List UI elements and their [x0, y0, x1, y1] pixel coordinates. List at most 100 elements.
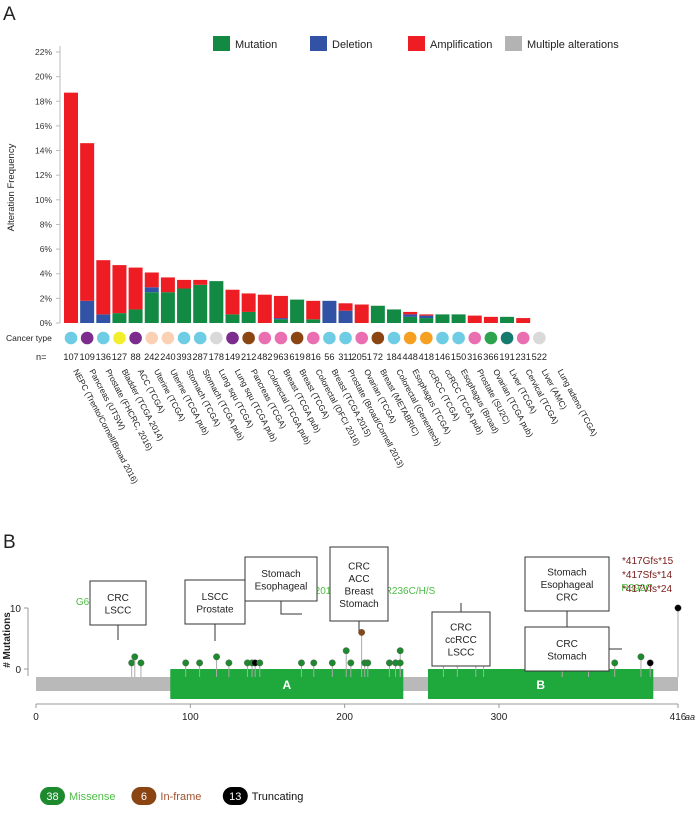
bar-amplification	[516, 318, 531, 323]
lollipop-truncating	[674, 604, 682, 612]
bar-mutation	[387, 309, 401, 323]
bar-mutation	[112, 313, 127, 323]
legend-swatch-deletion	[310, 36, 327, 51]
bar-mutation	[419, 318, 434, 323]
callout-box	[524, 626, 610, 672]
bar-amplification	[112, 265, 127, 314]
bar-amplification	[193, 279, 208, 285]
bar-mutation	[273, 319, 288, 323]
n-value: 963	[273, 352, 288, 362]
cancer-type-dot	[193, 331, 207, 345]
bar-mutation	[500, 316, 515, 323]
panel-b-label: B	[3, 532, 16, 553]
y-tick-label: 12%	[35, 170, 52, 180]
n-value: 212	[241, 352, 256, 362]
n-value: 242	[144, 352, 159, 362]
cancer-type-dot	[516, 331, 530, 345]
callout-line: Esophageal	[541, 580, 594, 591]
legend-label: Multiple alterations	[527, 39, 619, 51]
n-value: 448	[402, 352, 417, 362]
cancer-type-dot	[452, 331, 465, 345]
lollipop-missense	[637, 653, 645, 661]
bar-amplification	[144, 272, 159, 288]
lollipop-missense	[347, 659, 355, 667]
cancer-type-dot	[242, 331, 255, 345]
callout-line: ACC	[348, 574, 369, 585]
lollipop-missense	[310, 659, 318, 667]
y-tick-label: 2%	[40, 293, 53, 303]
n-label: n=	[36, 352, 46, 362]
bar-mutation	[209, 281, 224, 323]
bar-mutation	[144, 292, 159, 323]
y-tick-label: 6%	[40, 244, 53, 254]
bar-mutation	[435, 314, 450, 323]
lollipop-inframe	[358, 629, 366, 636]
mutation-label: R392C	[621, 583, 652, 594]
domain-b	[427, 669, 654, 699]
n-value: 109	[79, 352, 94, 362]
n-value: 366	[483, 352, 498, 362]
lollipop-missense	[364, 659, 372, 667]
legend-count: 38	[46, 791, 58, 803]
bar-deletion	[338, 310, 353, 323]
b-y-tick-label: 0	[15, 665, 21, 676]
lollipop-missense	[256, 659, 264, 667]
bar-amplification	[64, 92, 78, 324]
bar-amplification	[273, 295, 288, 319]
n-value: 150	[451, 352, 466, 362]
bar-mutation	[177, 288, 192, 323]
y-tick-label: 20%	[35, 72, 52, 82]
bar-amplification	[338, 303, 353, 311]
callout-leader	[280, 601, 302, 615]
callout-box	[329, 546, 389, 622]
bar-amplification	[177, 279, 192, 289]
lollipop-missense	[182, 659, 190, 667]
bar-mutation	[160, 292, 175, 323]
bar-mutation	[290, 299, 305, 323]
domain-label: B	[536, 678, 545, 692]
callout-line: Prostate	[196, 604, 234, 615]
callout-box	[184, 579, 246, 625]
callout-box	[431, 611, 491, 667]
lollipop-missense	[298, 659, 305, 667]
lollipop-missense	[328, 659, 336, 667]
lollipop-missense	[386, 659, 393, 667]
lollipop-truncating	[646, 659, 654, 667]
bar-deletion	[419, 315, 434, 319]
b-x-tick-label: 416	[670, 712, 687, 723]
bar-amplification	[257, 294, 272, 323]
b-y-axis-title: # Mutations	[2, 612, 13, 668]
cancer-type-dot	[387, 331, 401, 345]
n-value: 619	[289, 352, 304, 362]
n-value: 522	[532, 352, 547, 362]
bar-amplification	[241, 293, 256, 312]
lollipop-missense	[213, 653, 220, 661]
n-value: 56	[324, 352, 334, 362]
b-x-tick-label: 100	[182, 712, 199, 723]
b-x-tick-label: 200	[336, 712, 353, 723]
legend-name: Truncating	[252, 791, 304, 803]
lollipop-missense	[396, 659, 404, 667]
callout-line: CRC	[348, 561, 370, 572]
callout-box	[89, 580, 147, 626]
callout-line: Breast	[345, 586, 374, 597]
callout-line: Stomach	[261, 569, 300, 580]
cancer-type-dot	[290, 331, 304, 345]
bar-deletion	[273, 318, 288, 320]
n-value: 146	[435, 352, 450, 362]
y-tick-label: 4%	[40, 269, 53, 279]
bar-mutation	[193, 284, 208, 323]
cancer-type-dot	[323, 331, 336, 345]
cancer-type-dot	[274, 331, 288, 345]
cancer-type-dot	[371, 331, 385, 345]
cancer-type-dot	[436, 331, 449, 345]
y-tick-label: 14%	[35, 146, 52, 156]
callout-box	[244, 556, 318, 602]
bar-amplification	[96, 260, 111, 315]
callout-line: ccRCC	[445, 635, 477, 646]
cancer-type-dot	[339, 331, 352, 345]
bar-mutation	[225, 314, 240, 323]
mutation-label: *417Vfs*24	[622, 584, 672, 595]
lollipop-missense	[396, 647, 404, 655]
bar-mutation	[403, 316, 418, 323]
